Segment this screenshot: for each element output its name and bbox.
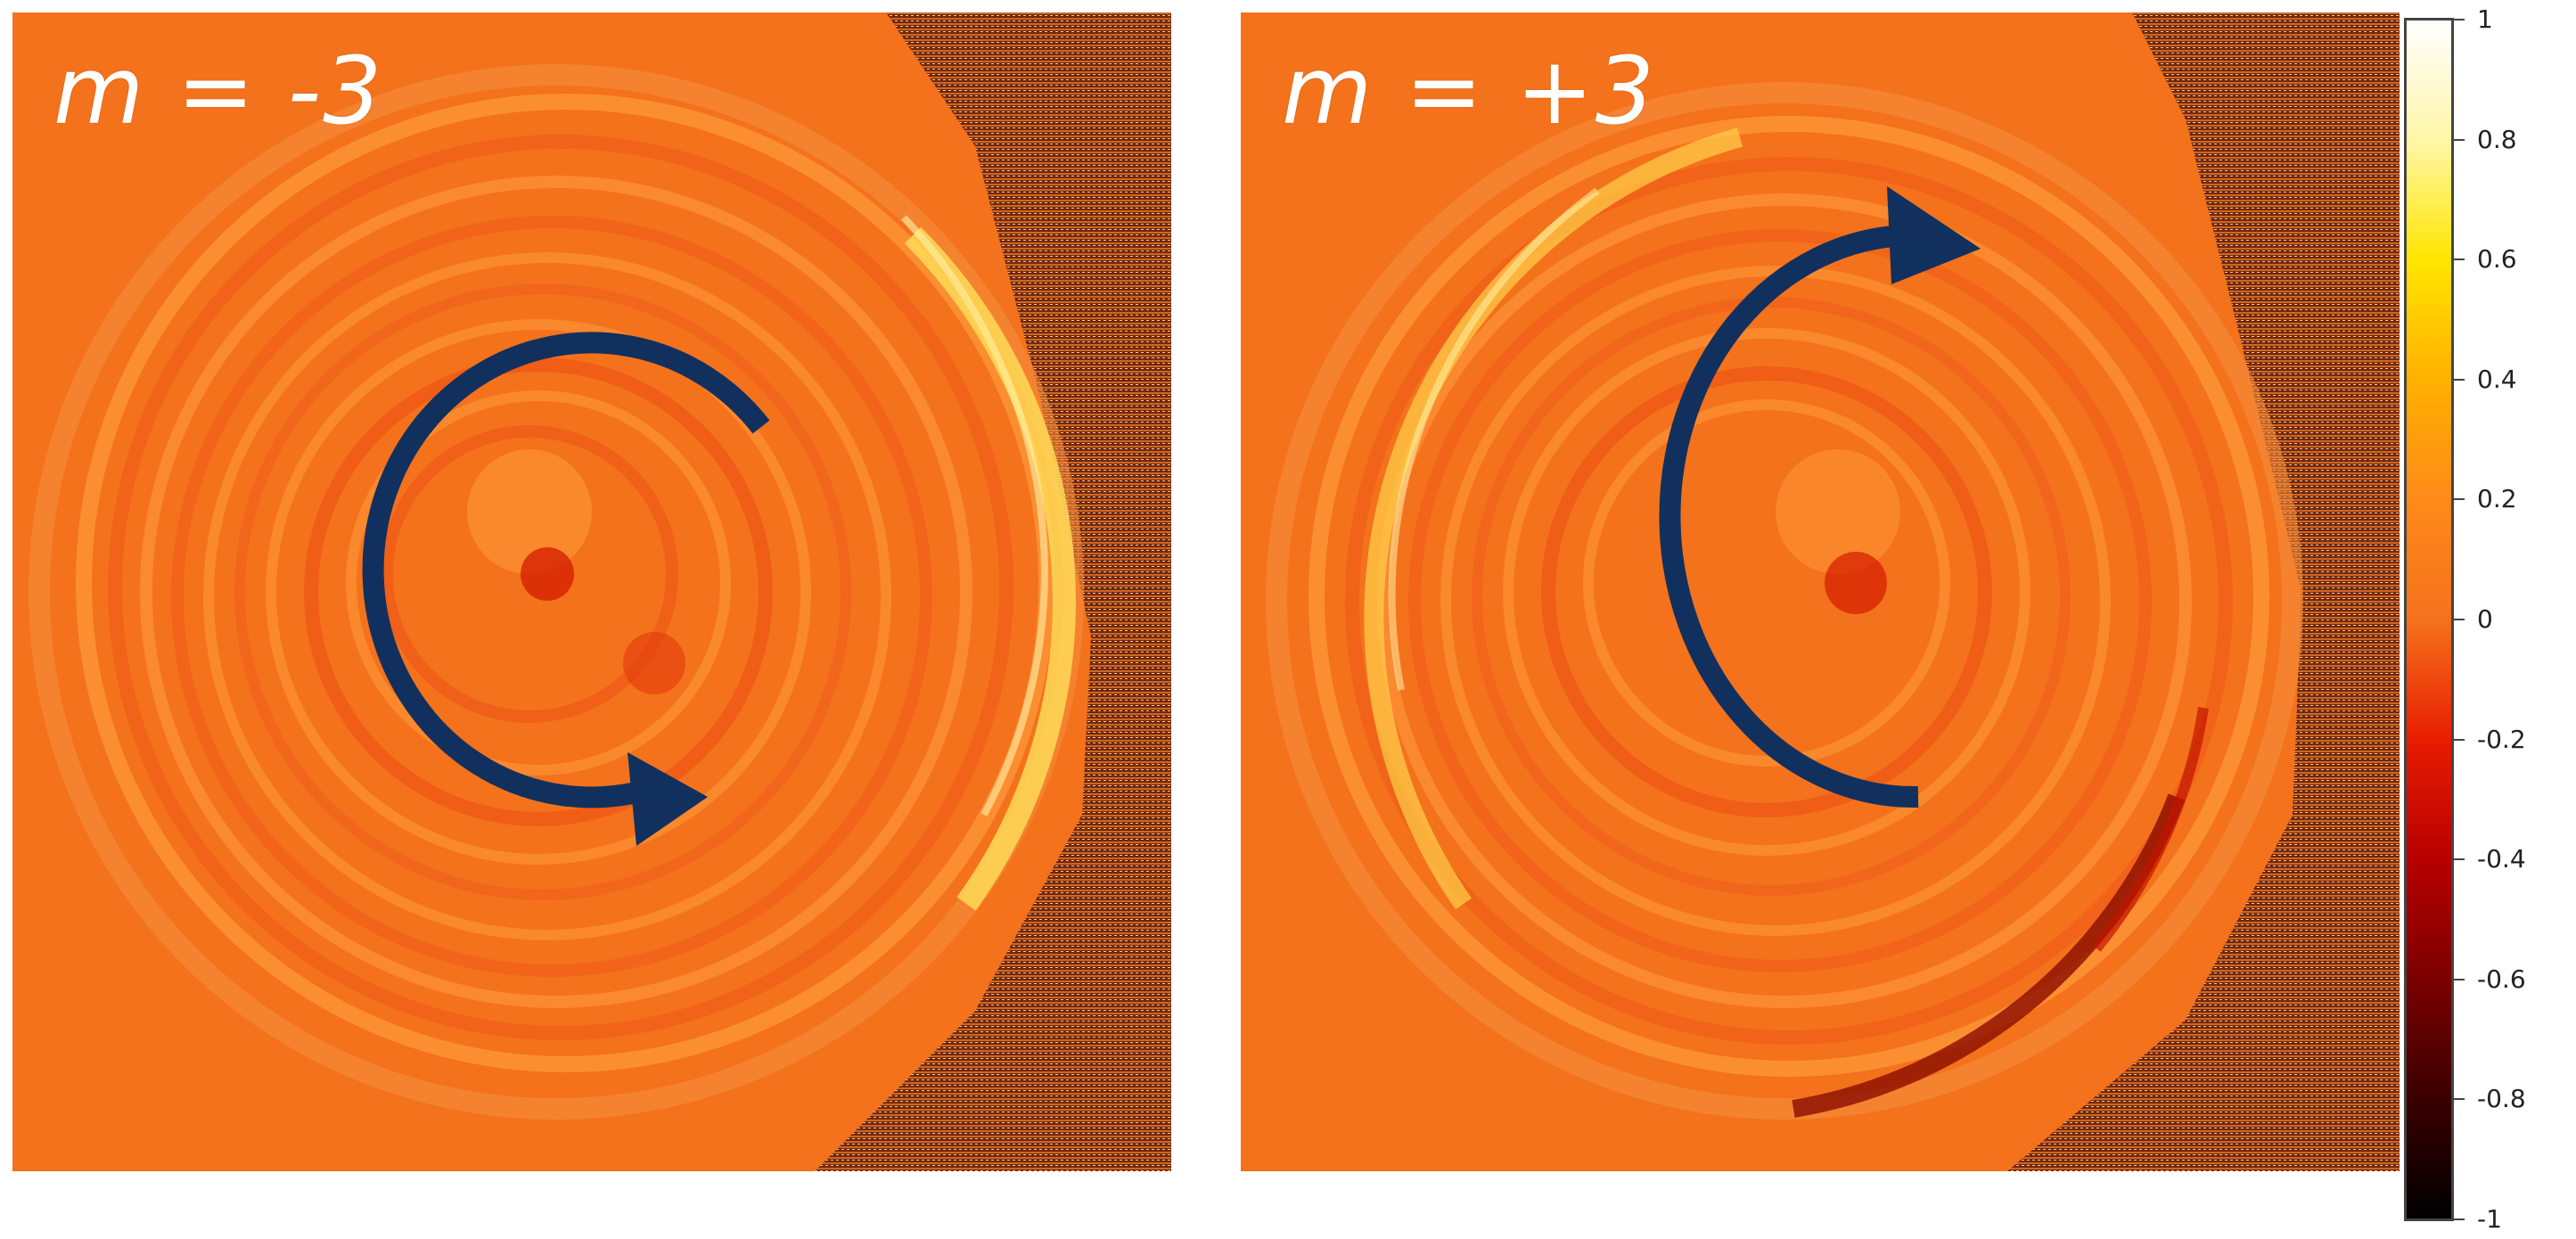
colorbar-tick-mark [2454, 858, 2465, 861]
noise-region [2007, 12, 2400, 1171]
rotation-arrow [1659, 186, 1981, 808]
colorbar-tick-label: 0.2 [2477, 484, 2517, 514]
colorbar-tick-mark [2454, 138, 2465, 141]
colorbar-tick-label: 0 [2477, 604, 2493, 634]
ring-pattern-left [12, 12, 1171, 1171]
colorbar-tick-mark [2454, 378, 2465, 381]
colorbar-tick-label: 0.6 [2477, 244, 2517, 275]
colorbar-tick-mark [2454, 1218, 2465, 1220]
colorbar-ticks: 1 0.8 0.6 0.4 0.2 0 -0.2 -0.4 -0.6 -0.8 -1 [2454, 4, 2570, 1234]
colorbar-tick-label: -0.4 [2477, 844, 2526, 874]
colorbar-tick-mark [2454, 498, 2465, 501]
colorbar-tick-mark [2454, 19, 2465, 21]
dark-spot [1825, 552, 1887, 614]
rings [1266, 82, 2303, 1120]
colorbar-tick-label: 0.4 [2477, 364, 2517, 394]
colorbar-tick-label: 0.8 [2477, 124, 2517, 154]
colorbar-tick-mark [2454, 738, 2465, 741]
colorbar-tick-label: 1 [2477, 4, 2493, 34]
ring-pattern-right [1241, 12, 2400, 1171]
mode-label-left: m = -3 [53, 37, 384, 145]
center-spot [467, 449, 592, 574]
mode-label-right: m = +3 [1282, 37, 1656, 145]
colorbar-tick-mark [2454, 978, 2465, 981]
center-spot [1776, 449, 1900, 574]
colorbar-tick-label: -0.8 [2477, 1084, 2526, 1114]
dark-spot [521, 547, 574, 601]
colorbar-tick-mark [2454, 258, 2465, 261]
colorbar [2404, 18, 2454, 1221]
intensity-map-left: m = -3 [12, 12, 1171, 1171]
colorbar-tick-label: -0.6 [2477, 964, 2526, 994]
noise-region [815, 12, 1171, 1171]
intensity-map-right: m = +3 [1241, 12, 2400, 1171]
colorbar-tick-label: -0.2 [2477, 724, 2526, 754]
colorbar-tick-label: -1 [2477, 1204, 2502, 1234]
dark-spot [623, 632, 685, 694]
colorbar-tick-mark [2454, 619, 2465, 620]
colorbar-tick-mark [2454, 1098, 2465, 1101]
rotation-arrow [362, 332, 770, 846]
rings [29, 64, 1084, 1120]
